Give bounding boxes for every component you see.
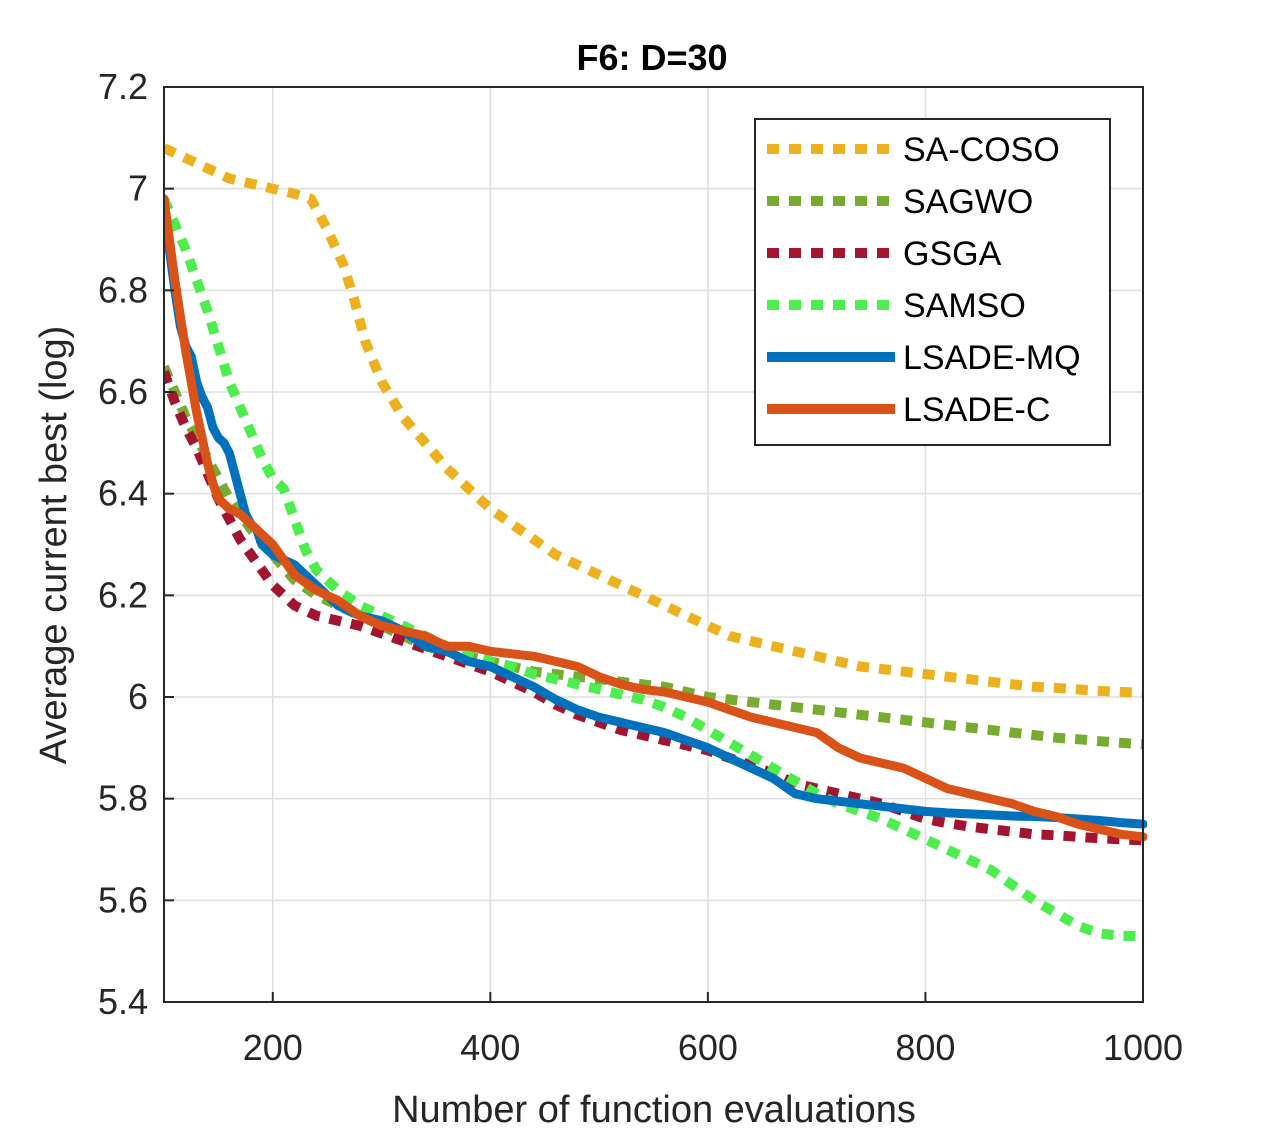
legend-label: SAMSO [903, 287, 1026, 325]
legend-label: SAGWO [903, 183, 1033, 221]
y-tick-label: 5.6 [98, 879, 148, 920]
y-tick-label: 6.4 [98, 473, 148, 514]
legend-label: SA-COSO [903, 131, 1060, 169]
legend-label: GSGA [903, 235, 1002, 273]
y-tick-label: 6.6 [98, 371, 148, 412]
x-tick-label: 400 [460, 1027, 520, 1068]
y-tick-label: 7 [128, 168, 148, 209]
legend-label: LSADE-C [903, 391, 1050, 429]
y-tick-label: 6.2 [98, 574, 148, 615]
legend-box [754, 118, 1111, 446]
series-layer [164, 143, 1147, 941]
legend: SA-COSO SAGWO GSGA SAMSO LSADE-MQ LSADE-C [754, 118, 1111, 446]
chart-title: F6: D=30 [576, 37, 727, 78]
series-line-samso [164, 196, 1143, 941]
y-tick-label: 5.8 [98, 778, 148, 819]
y-tick-label: 5.4 [98, 981, 148, 1022]
y-tick-label: 7.2 [98, 66, 148, 107]
series-line-lsade-c [164, 194, 1147, 842]
series-line-gsga [164, 370, 1144, 846]
ticks: 200 400 600 800 1000 5.4 5.6 5.8 6 6.2 6.4 6.6 6.8 7 7… [98, 66, 1183, 1068]
x-tick-label: 200 [243, 1027, 303, 1068]
legend-label: LSADE-MQ [903, 339, 1081, 377]
series-line-lsade-mq [164, 204, 1147, 829]
axes-box [163, 86, 1144, 1003]
x-axis-label: Number of function evaluations [392, 1089, 916, 1131]
series-line-sa-coso [164, 143, 1144, 698]
x-tick-label: 1000 [1103, 1027, 1183, 1068]
x-tick-label: 800 [895, 1027, 955, 1068]
y-tick-label: 6 [128, 676, 148, 717]
x-tick-label: 600 [678, 1027, 738, 1068]
y-tick-label: 6.8 [98, 269, 148, 310]
y-axis-label: Average current best (log) [33, 326, 75, 765]
